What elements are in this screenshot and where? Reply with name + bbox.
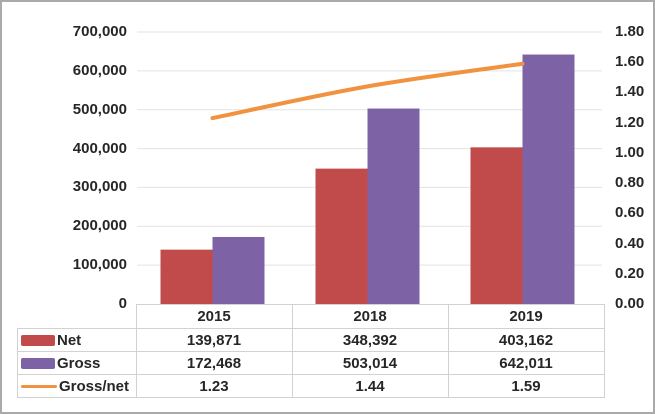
legend-cell-gross: Gross [17, 351, 137, 375]
gross-net-legend-swatch-icon [21, 384, 57, 388]
left-axis-tick-label: 100,000 [72, 256, 127, 274]
value-cell-gross-net-2018: 1.44 [291, 374, 449, 398]
left-axis-tick-label: 0 [118, 295, 127, 312]
table-row: Net 139,871 348,392 403,162 [17, 328, 605, 352]
bar-net-2019 [470, 147, 523, 304]
left-axis-tick-label: 300,000 [72, 178, 127, 196]
value-cell-net-2015: 139,871 [135, 328, 293, 352]
value-cell-net-2018: 348,392 [291, 328, 449, 352]
right-axis-tick-label: 0.80 [615, 174, 645, 192]
bar-net-2018 [315, 168, 368, 304]
category-header-cell: 2015 [135, 304, 293, 329]
right-axis-tick-label: 0.00 [615, 295, 645, 312]
left-axis-tick-label: 700,000 [72, 23, 127, 40]
value-cell-net-2019: 403,162 [447, 328, 605, 352]
right-axis-tick-label: 0.20 [615, 264, 645, 282]
bar-gross-2018 [367, 108, 420, 305]
gross-legend-swatch-icon [21, 357, 55, 369]
value-cell-gross-net-2019: 1.59 [447, 374, 605, 398]
right-axis-tick-label: 1.40 [615, 83, 645, 101]
left-axis-tick-label: 600,000 [72, 61, 127, 79]
table-corner-cell [18, 305, 137, 329]
left-axis-tick-label: 400,000 [72, 139, 127, 157]
value-cell-gross-2019: 642,011 [447, 351, 605, 375]
bar-net-2015 [160, 249, 213, 304]
category-header-cell: 2019 [447, 304, 605, 329]
right-axis-tick-label: 1.80 [615, 23, 645, 40]
left-axis-tick-label: 500,000 [72, 100, 127, 118]
left-axis-tick-label: 200,000 [72, 217, 127, 235]
legend-cell-gross-net: Gross/net [17, 374, 137, 398]
legend-cell-net: Net [17, 328, 137, 352]
series-name-label: Net [57, 331, 82, 349]
series-name-label: Gross [57, 354, 101, 372]
table-row: Gross 172,468 503,014 642,011 [17, 351, 605, 375]
bar-gross-2015 [212, 236, 265, 304]
right-axis-tick-label: 1.20 [615, 113, 645, 131]
category-header-cell: 2018 [291, 304, 449, 329]
right-axis-tick-label: 0.60 [615, 204, 645, 222]
value-cell-gross-2018: 503,014 [291, 351, 449, 375]
gross-net-line [210, 61, 525, 121]
right-axis-tick-label: 1.60 [615, 53, 645, 71]
right-axis-tick-label: 0.40 [615, 234, 645, 252]
value-cell-gross-2015: 172,468 [135, 351, 293, 375]
data-table: 2015 2018 2019 Net 139,871 348,392 403,162 Gros… [17, 304, 605, 398]
net-legend-swatch-icon [21, 334, 55, 346]
value-cell-gross-net-2015: 1.23 [135, 374, 293, 398]
right-axis-tick-label: 1.00 [615, 143, 645, 161]
series-name-label: Gross/net [59, 377, 130, 395]
table-row: Gross/net 1.23 1.44 1.59 [17, 374, 605, 398]
bar-gross-2019 [522, 54, 575, 304]
